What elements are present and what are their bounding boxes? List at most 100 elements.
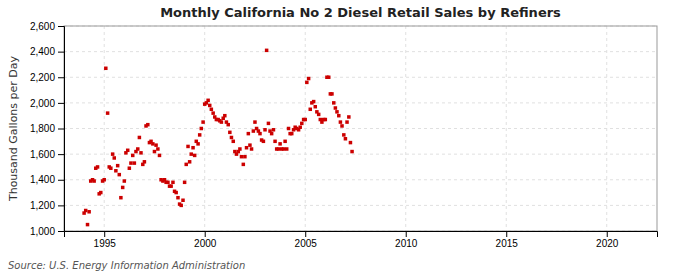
point — [151, 142, 155, 146]
point — [330, 92, 334, 96]
axis-line — [65, 232, 658, 238]
tick-mark — [104, 231, 105, 237]
point — [226, 123, 230, 127]
point — [252, 129, 256, 133]
point — [146, 123, 150, 127]
annotation: Source: U.S. Energy Information Administ… — [8, 260, 245, 271]
point — [156, 147, 160, 151]
point — [129, 161, 133, 165]
point — [121, 186, 125, 190]
tick: 2,600 — [30, 21, 64, 32]
grid-line-y — [64, 205, 657, 206]
point — [312, 100, 316, 104]
point — [263, 128, 267, 132]
tick: 2000 — [194, 231, 217, 249]
point — [86, 223, 90, 227]
point — [285, 147, 289, 151]
tick-mark — [58, 180, 64, 181]
point — [314, 105, 318, 109]
point — [253, 120, 257, 124]
point — [228, 131, 232, 135]
point — [184, 163, 188, 167]
point — [136, 147, 140, 151]
tick: 1,400 — [30, 174, 64, 185]
point — [139, 151, 143, 155]
point — [166, 181, 170, 185]
point — [305, 81, 309, 85]
point — [277, 147, 281, 151]
tick-mark — [58, 52, 64, 53]
point — [119, 196, 123, 200]
tick-label: 1,200 — [30, 200, 55, 211]
point — [133, 161, 137, 165]
tick-mark — [58, 205, 64, 206]
point — [210, 108, 214, 112]
y-axis-title: Thousand Gallons per Day — [7, 55, 20, 202]
tick-label: 2,200 — [30, 72, 55, 83]
point — [317, 113, 321, 117]
point — [208, 104, 212, 108]
tick-mark — [58, 154, 64, 155]
grid-line-y — [64, 128, 657, 129]
y-axis: 1,0001,2001,4001,6001,8002,0002,2002,400… — [30, 21, 65, 237]
point — [113, 156, 117, 160]
point — [138, 136, 142, 140]
point — [179, 204, 183, 208]
x-axis: 199520002005201020152020 — [65, 231, 658, 249]
tick-mark — [58, 231, 64, 232]
point — [272, 128, 276, 132]
point — [153, 150, 157, 154]
tick-label: 2,000 — [30, 98, 55, 109]
tick-label: 1,000 — [30, 226, 55, 237]
point — [131, 154, 135, 158]
tick-mark — [506, 231, 507, 237]
point — [262, 140, 266, 144]
point — [273, 140, 277, 144]
point — [196, 142, 200, 146]
point — [258, 132, 262, 136]
point — [126, 149, 130, 153]
point — [183, 181, 187, 185]
tick-mark — [58, 103, 64, 104]
tick-label: 1995 — [94, 238, 117, 249]
point — [87, 210, 91, 214]
point — [307, 77, 311, 81]
point — [240, 155, 244, 159]
point — [344, 137, 348, 141]
point — [181, 199, 185, 203]
point — [201, 120, 205, 124]
tick-mark — [205, 231, 206, 237]
point — [128, 166, 132, 170]
point — [349, 141, 353, 145]
point — [232, 140, 236, 144]
grid-line-y — [64, 102, 657, 103]
point — [169, 184, 173, 188]
tick-label: 1,400 — [30, 174, 55, 185]
point — [265, 49, 269, 53]
point — [111, 152, 115, 156]
point — [200, 127, 204, 131]
point — [238, 147, 242, 151]
point — [171, 181, 175, 185]
point — [206, 99, 210, 103]
point — [99, 191, 103, 195]
point — [230, 136, 234, 140]
point — [158, 154, 162, 158]
tick-label: 2,600 — [30, 21, 55, 32]
point — [278, 142, 282, 146]
point — [123, 179, 127, 183]
tick-label: 2010 — [395, 238, 418, 249]
point — [154, 143, 158, 147]
point — [92, 179, 96, 183]
point — [347, 115, 351, 119]
point — [242, 163, 246, 167]
tick: 2,000 — [30, 98, 64, 109]
point — [102, 178, 106, 182]
grid-line-y — [64, 179, 657, 180]
tick: 1,600 — [30, 149, 64, 160]
point — [290, 132, 294, 136]
point — [334, 106, 338, 110]
point — [106, 111, 110, 115]
tick-label: 1,600 — [30, 149, 55, 160]
point — [267, 122, 271, 126]
